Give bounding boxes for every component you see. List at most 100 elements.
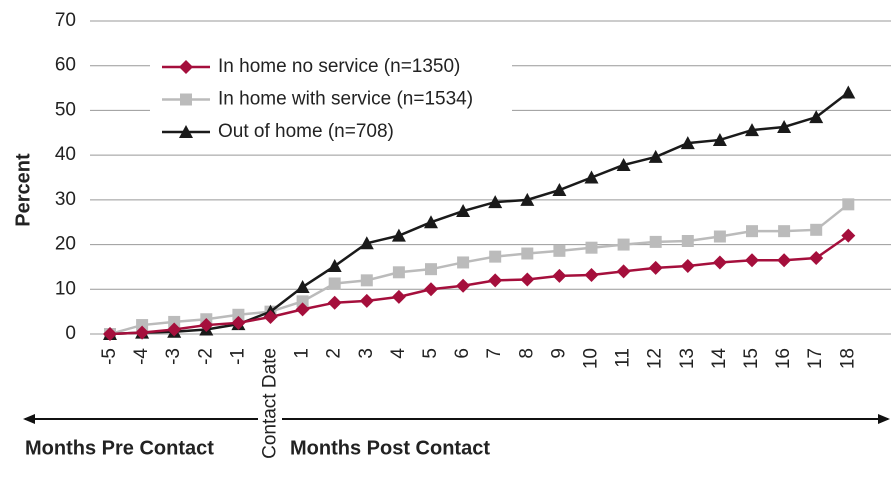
x-tick-label: 6 [452, 348, 473, 359]
marker [489, 250, 502, 263]
marker [457, 256, 470, 269]
legend-label: Out of home (n=708) [218, 121, 394, 142]
marker [777, 119, 792, 133]
marker [617, 238, 630, 251]
legend-label: In home with service (n=1534) [218, 89, 473, 110]
y-tick-label: 60 [55, 55, 76, 76]
marker [328, 277, 341, 290]
x-tick-label: -5 [99, 348, 120, 365]
x-tick-label: Contact Date [260, 348, 281, 459]
marker [456, 204, 471, 218]
marker [520, 272, 535, 287]
marker [680, 259, 695, 274]
marker [552, 268, 567, 283]
marker [746, 225, 758, 238]
marker [391, 289, 406, 304]
marker [842, 198, 855, 211]
marker [552, 183, 567, 197]
x-tick-label: 5 [420, 348, 441, 359]
x-tick-label: 3 [356, 348, 377, 359]
marker [392, 266, 405, 279]
marker [809, 110, 824, 124]
x-tick-label: -3 [163, 348, 184, 365]
marker [296, 295, 309, 308]
marker [231, 315, 246, 330]
marker [391, 228, 406, 242]
marker [841, 228, 856, 243]
y-tick-label: 10 [55, 278, 76, 299]
marker [424, 215, 438, 229]
marker [745, 123, 759, 137]
marker [584, 267, 599, 282]
marker [521, 247, 534, 260]
marker [327, 295, 342, 310]
x-tick-label: -1 [227, 348, 248, 365]
marker [553, 244, 566, 257]
marker [810, 223, 823, 236]
y-tick-label: 50 [55, 99, 76, 120]
marker [649, 235, 662, 248]
marker [168, 315, 181, 328]
y-tick-label: 0 [65, 323, 76, 344]
marker [616, 264, 631, 279]
x-tick-label: 10 [581, 348, 602, 369]
annotation: Months Pre Contact [25, 437, 214, 459]
marker [103, 327, 117, 341]
marker [585, 241, 598, 254]
x-tick-label: 12 [645, 348, 666, 369]
x-tick-label: 11 [613, 348, 634, 368]
marker [616, 157, 631, 171]
marker [295, 302, 310, 317]
marker [199, 318, 214, 333]
marker [584, 170, 599, 184]
legend-label: In home no service (n=1350) [218, 56, 460, 77]
y-tick-label: 40 [55, 144, 76, 165]
x-tick-label: 7 [484, 348, 505, 359]
marker [179, 125, 193, 138]
x-tick-label: 13 [677, 348, 698, 369]
marker [680, 136, 695, 150]
marker [167, 322, 182, 337]
x-tick-label: 17 [805, 348, 826, 369]
marker [712, 255, 727, 270]
x-tick-label: 15 [741, 348, 762, 369]
marker [424, 282, 438, 297]
series-line [109, 234, 850, 336]
x-tick-label: 16 [773, 348, 794, 369]
series-line [109, 203, 850, 336]
marker [180, 93, 192, 106]
x-tick-label: -2 [195, 348, 216, 365]
marker [488, 273, 503, 288]
marker [360, 274, 373, 287]
marker [327, 259, 342, 273]
legend-box [150, 52, 512, 146]
marker [263, 310, 278, 325]
marker [745, 253, 759, 268]
x-tick-label: 1 [292, 348, 313, 359]
marker [681, 234, 694, 247]
x-tick-label: 14 [709, 348, 730, 370]
y-tick-label: 20 [55, 234, 76, 255]
marker [232, 308, 245, 321]
marker [713, 230, 726, 243]
x-tick-label: 9 [548, 348, 569, 359]
marker [648, 260, 663, 275]
series-line [109, 91, 850, 336]
marker [809, 250, 824, 265]
annotation: Months Post Contact [290, 437, 490, 459]
marker [488, 195, 503, 209]
marker [359, 293, 374, 308]
y-tick-label: 70 [55, 10, 76, 31]
y-tick-label: 30 [55, 189, 76, 210]
marker [456, 278, 471, 293]
marker [712, 132, 727, 146]
marker [425, 263, 437, 276]
marker [359, 236, 374, 250]
x-tick-label: 2 [324, 348, 345, 359]
x-tick-label: 4 [388, 348, 409, 359]
marker [179, 60, 193, 74]
marker [520, 192, 535, 206]
x-tick-label: -4 [131, 348, 152, 365]
